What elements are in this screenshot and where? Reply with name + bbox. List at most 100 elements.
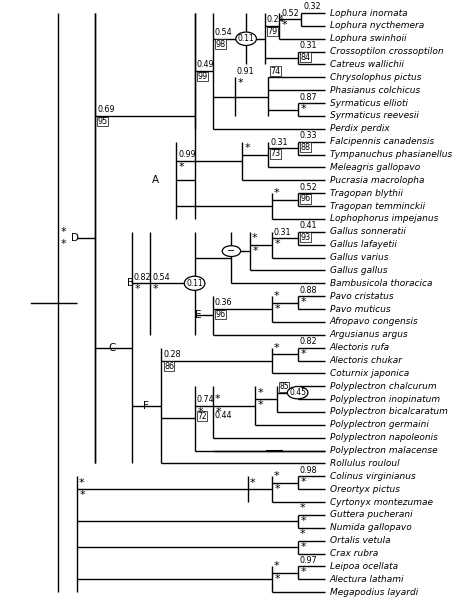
- Text: Lophura inornata: Lophura inornata: [330, 8, 407, 17]
- Text: 0.54: 0.54: [215, 28, 232, 37]
- Text: Gallus lafayetii: Gallus lafayetii: [330, 240, 397, 249]
- Text: *: *: [300, 349, 306, 359]
- Text: *: *: [300, 542, 306, 552]
- Text: Phasianus colchicus: Phasianus colchicus: [330, 86, 420, 95]
- Text: Numida gallopavo: Numida gallopavo: [330, 523, 412, 532]
- Text: 0.91: 0.91: [237, 67, 254, 76]
- Text: 84: 84: [300, 53, 310, 62]
- Text: Alectura lathami: Alectura lathami: [330, 575, 404, 584]
- Text: *: *: [252, 233, 257, 243]
- Text: Meleagris gallopavo: Meleagris gallopavo: [330, 163, 420, 172]
- Text: Polyplectron malacense: Polyplectron malacense: [330, 446, 437, 455]
- Text: *: *: [282, 20, 287, 31]
- Text: Colinus virginianus: Colinus virginianus: [330, 472, 415, 481]
- Ellipse shape: [222, 246, 240, 257]
- Text: *: *: [274, 239, 280, 249]
- Text: Oreortyx pictus: Oreortyx pictus: [330, 485, 400, 494]
- Text: 0.28: 0.28: [163, 350, 181, 359]
- Text: 0.45: 0.45: [289, 388, 306, 397]
- Text: Gallus varius: Gallus varius: [330, 253, 388, 262]
- Text: Tragopan blythii: Tragopan blythii: [330, 188, 403, 197]
- Text: Pavo muticus: Pavo muticus: [330, 305, 390, 314]
- Text: 0.31: 0.31: [299, 41, 317, 50]
- Text: *: *: [60, 227, 66, 236]
- Text: 96: 96: [216, 310, 226, 319]
- Text: 0.31: 0.31: [274, 227, 291, 236]
- Text: Syrmaticus reevesii: Syrmaticus reevesii: [330, 112, 418, 121]
- Text: 0.52: 0.52: [281, 9, 299, 18]
- Text: Guttera pucherani: Guttera pucherani: [330, 511, 412, 520]
- Text: *: *: [80, 490, 85, 500]
- Text: 0.49: 0.49: [196, 61, 214, 70]
- Text: 0.97: 0.97: [299, 556, 317, 565]
- Text: Gallus gallus: Gallus gallus: [330, 266, 387, 275]
- Text: 0.98: 0.98: [299, 466, 317, 475]
- Text: 88: 88: [300, 143, 310, 152]
- Text: 0.99: 0.99: [178, 151, 196, 160]
- Text: 96: 96: [300, 194, 310, 203]
- Text: 74: 74: [270, 67, 280, 76]
- Text: Afropavo congensis: Afropavo congensis: [330, 317, 418, 326]
- Text: 0.11: 0.11: [186, 279, 203, 288]
- Text: Leipoa ocellata: Leipoa ocellata: [330, 562, 398, 571]
- Text: 93: 93: [300, 233, 310, 242]
- Text: *: *: [300, 516, 306, 526]
- Text: Lophura swinhoii: Lophura swinhoii: [330, 34, 406, 43]
- Text: *: *: [134, 284, 140, 295]
- Text: Bambusicola thoracica: Bambusicola thoracica: [330, 279, 432, 288]
- Text: 85: 85: [279, 382, 289, 391]
- Text: 0.33: 0.33: [299, 131, 317, 140]
- Text: 0.69: 0.69: [97, 106, 115, 115]
- Text: 0.31: 0.31: [270, 137, 287, 146]
- Text: Crax rubra: Crax rubra: [330, 549, 378, 558]
- Text: D: D: [71, 233, 80, 243]
- Text: 0.54: 0.54: [152, 273, 170, 282]
- Text: 99: 99: [197, 72, 207, 81]
- Text: 79: 79: [267, 27, 277, 36]
- Text: *: *: [300, 104, 306, 114]
- Text: Catreus wallichii: Catreus wallichii: [330, 60, 404, 69]
- Text: 73: 73: [271, 149, 281, 158]
- Text: *: *: [274, 188, 279, 198]
- Text: Rollulus rouloul: Rollulus rouloul: [330, 459, 399, 468]
- Text: *: *: [274, 484, 280, 494]
- Text: 0.87: 0.87: [299, 92, 317, 101]
- Text: Pavo cristatus: Pavo cristatus: [330, 292, 393, 301]
- Text: *: *: [216, 407, 221, 416]
- Text: *: *: [274, 574, 280, 584]
- Text: *: *: [244, 143, 250, 153]
- Text: *: *: [179, 162, 185, 172]
- Text: 0.36: 0.36: [215, 298, 232, 307]
- Text: Polyplectron inopinatum: Polyplectron inopinatum: [330, 395, 440, 404]
- Text: Cyrtonyx montezumae: Cyrtonyx montezumae: [330, 497, 432, 506]
- Text: E: E: [195, 310, 201, 320]
- Text: Syrmaticus ellioti: Syrmaticus ellioti: [330, 98, 408, 107]
- Text: Falcipennis canadensis: Falcipennis canadensis: [330, 137, 434, 146]
- Text: Argusianus argus: Argusianus argus: [330, 330, 408, 339]
- Text: *: *: [153, 284, 159, 295]
- Text: Crossoptilon crossoptilon: Crossoptilon crossoptilon: [330, 47, 443, 56]
- Text: Tympanuchus phasianellus: Tympanuchus phasianellus: [330, 150, 452, 159]
- Text: 0.32: 0.32: [303, 2, 321, 11]
- Text: C: C: [108, 343, 115, 353]
- Text: *: *: [250, 478, 255, 488]
- Ellipse shape: [184, 276, 205, 290]
- Text: *: *: [274, 471, 279, 481]
- Text: *: *: [257, 388, 263, 398]
- Text: −: −: [227, 246, 235, 256]
- Text: Coturnix japonica: Coturnix japonica: [330, 369, 409, 378]
- Text: *: *: [274, 304, 280, 314]
- Text: 0.24: 0.24: [266, 16, 284, 25]
- Text: A: A: [152, 175, 159, 185]
- Text: *: *: [274, 291, 279, 301]
- Text: Chrysolophus pictus: Chrysolophus pictus: [330, 73, 421, 82]
- Text: 98: 98: [216, 40, 226, 49]
- Text: Polyplectron chalcurum: Polyplectron chalcurum: [330, 382, 436, 391]
- Text: Lophura nycthemera: Lophura nycthemera: [330, 22, 424, 31]
- Text: *: *: [61, 239, 66, 249]
- Text: 0.88: 0.88: [299, 286, 317, 295]
- Text: Megapodius layardi: Megapodius layardi: [330, 587, 418, 596]
- Text: Alectoris chukar: Alectoris chukar: [330, 356, 403, 365]
- Text: Lophophorus impejanus: Lophophorus impejanus: [330, 214, 438, 223]
- Text: *: *: [300, 478, 306, 487]
